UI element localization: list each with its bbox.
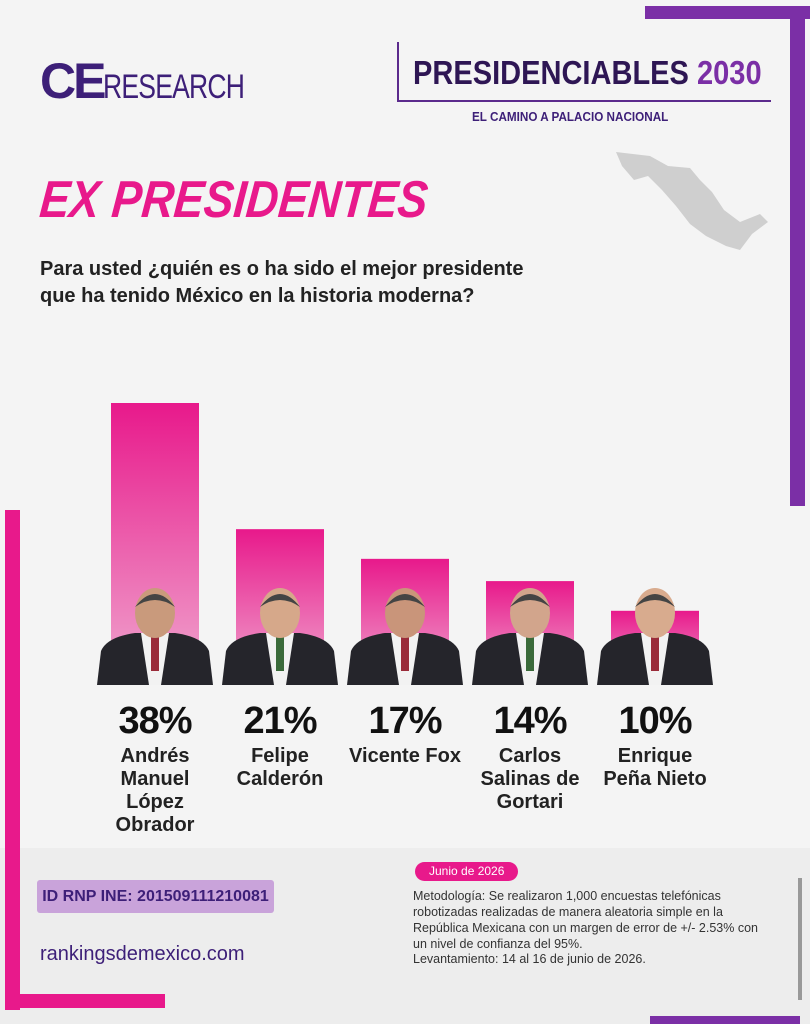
chart-subtitle: Para usted ¿quién es o ha sido el mejor … bbox=[40, 258, 524, 307]
frame-top bbox=[645, 6, 810, 19]
title-main: PRESIDENCIABLES bbox=[413, 54, 689, 91]
title-year: 2030 bbox=[697, 54, 762, 91]
category-label: Enrique Peña Nieto bbox=[603, 745, 707, 790]
title-box: PRESIDENCIABLES 2030 bbox=[397, 42, 771, 102]
portrait-hair bbox=[385, 594, 425, 607]
registry-id: ID RNP INE: 201509111210081 bbox=[37, 880, 274, 913]
frame-right bbox=[790, 6, 805, 506]
portrait-tie bbox=[151, 637, 159, 671]
portrait-hair bbox=[635, 594, 675, 607]
divider bbox=[798, 878, 802, 1000]
portrait-hair bbox=[510, 594, 550, 607]
category-label: Vicente Fox bbox=[349, 745, 461, 767]
portrait-hair bbox=[135, 594, 175, 607]
category-label: Andrés Manuel López Obrador bbox=[115, 745, 195, 836]
portrait-tie bbox=[651, 637, 659, 671]
methodology: Metodología: Se realizaron 1,000 encuest… bbox=[413, 889, 758, 951]
portrait-tie bbox=[276, 637, 284, 671]
portrait-hair bbox=[260, 594, 300, 607]
logo-research: RESEARCH bbox=[103, 68, 245, 106]
header-subtitle: EL CAMINO A PALACIO NACIONAL bbox=[472, 109, 669, 124]
frame-left bbox=[5, 510, 20, 1010]
portrait-tie bbox=[526, 637, 534, 671]
value-label: 38% bbox=[118, 700, 192, 742]
frame-bottom bbox=[5, 994, 165, 1008]
map bbox=[616, 152, 768, 250]
portrait-tie bbox=[401, 637, 409, 671]
value-label: 21% bbox=[243, 700, 317, 742]
value-label: 17% bbox=[368, 700, 442, 742]
logo-ce: CE bbox=[40, 53, 106, 109]
title-line: PRESIDENCIABLES 2030 bbox=[413, 54, 762, 92]
value-label: 14% bbox=[493, 700, 567, 742]
fieldwork: Levantamiento: 14 al 16 de junio de 2026… bbox=[413, 952, 646, 966]
logo: CERESEARCH bbox=[40, 52, 284, 110]
category-label: Felipe Calderón bbox=[236, 745, 324, 790]
value-label: 10% bbox=[618, 700, 692, 742]
frame-bottom-right bbox=[650, 1016, 800, 1024]
date-pill: Junio de 2026 bbox=[415, 862, 519, 881]
website: rankingsdemexico.com bbox=[40, 943, 245, 965]
category-label: Carlos Salinas de Gortari bbox=[480, 745, 580, 813]
